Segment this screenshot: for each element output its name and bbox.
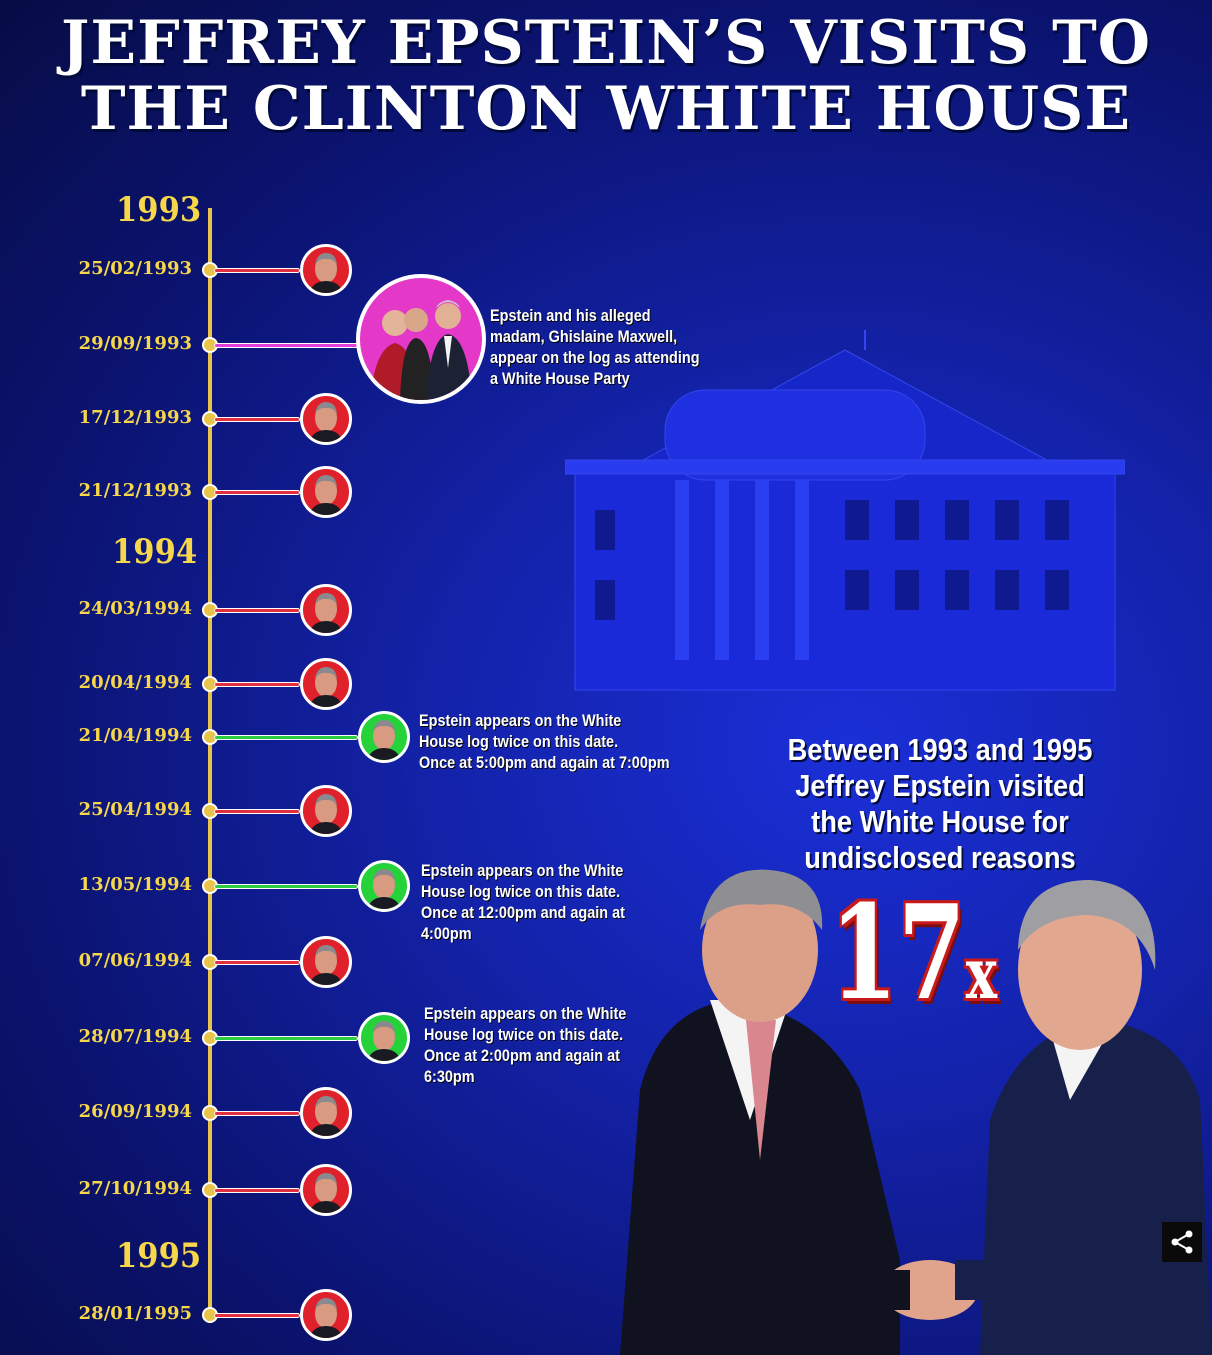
note-line: House log twice on this date. — [421, 882, 621, 901]
party-note: Epstein and his alleged madam, Ghislaine… — [490, 305, 700, 389]
visit-date: 28/07/1994 — [78, 1026, 192, 1047]
timeline-connector — [214, 1111, 300, 1116]
timeline-connector — [214, 682, 300, 687]
visit-date: 13/05/1994 — [78, 874, 192, 895]
summary-line: Between 1993 and 1995 — [787, 732, 1093, 767]
note-line: House log twice on this date. — [424, 1025, 624, 1044]
timeline-connector — [214, 1188, 300, 1193]
note-line: Epstein appears on the White — [424, 1004, 627, 1023]
visit-twice-icon — [358, 711, 410, 763]
visit-date: 21/04/1994 — [78, 725, 192, 746]
visit-date: 24/03/1994 — [78, 598, 192, 619]
timeline-connector — [214, 735, 358, 740]
visit-date: 26/09/1994 — [78, 1101, 192, 1122]
visit-count-number: 17 — [830, 876, 966, 1029]
visit-date: 28/01/1995 — [78, 1303, 192, 1324]
timeline-connector — [214, 417, 300, 422]
party-note-line: a White House Party — [490, 369, 630, 388]
note-line: 4:00pm — [421, 924, 472, 943]
timeline-connector — [214, 268, 300, 273]
timeline-connector — [214, 490, 300, 495]
share-icon[interactable] — [1162, 1222, 1202, 1262]
visit-icon — [300, 785, 352, 837]
twice-note-jul28: Epstein appears on the White House log t… — [424, 1003, 626, 1087]
year-label-1994: 1994 — [112, 532, 198, 572]
summary-line: Jeffrey Epstein visited — [795, 768, 1085, 803]
visit-date: 21/12/1993 — [78, 480, 192, 501]
visit-date: 17/12/1993 — [78, 407, 192, 428]
visit-date: 29/09/1993 — [78, 333, 192, 354]
white-house-illustration — [565, 330, 1125, 691]
visit-icon — [300, 936, 352, 988]
year-label-1993: 1993 — [116, 190, 202, 230]
title-line-1: JEFFREY EPSTEIN’S VISITS TO — [60, 8, 1151, 78]
party-photo-image — [370, 300, 472, 400]
note-line: Once at 12:00pm and again at — [421, 903, 625, 922]
visit-date: 25/04/1994 — [78, 799, 192, 820]
visit-date: 27/10/1994 — [78, 1178, 192, 1199]
party-note-line: appear on the log as attending — [490, 348, 700, 367]
visit-icon — [300, 244, 352, 296]
timeline-axis — [208, 208, 212, 1323]
visit-icon — [300, 393, 352, 445]
visit-twice-icon — [358, 860, 410, 912]
share-icon-glyph — [1171, 1230, 1193, 1254]
visit-date: 25/02/1993 — [78, 258, 192, 279]
twice-note-apr21: Epstein appears on the White House log t… — [419, 710, 670, 773]
year-label-1995: 1995 — [116, 1236, 202, 1276]
note-line: House log twice on this date. — [419, 732, 619, 751]
timeline-connector — [214, 1313, 300, 1318]
title-line-2: THE CLINTON WHITE HOUSE — [80, 74, 1132, 144]
timeline-connector — [214, 884, 358, 889]
summary-line: the White House for — [811, 804, 1069, 839]
page-title: JEFFREY EPSTEIN’S VISITS TO THE CLINTON … — [0, 10, 1212, 142]
visit-icon — [300, 584, 352, 636]
party-note-line: madam, Ghislaine Maxwell, — [490, 327, 678, 346]
visit-icon — [300, 658, 352, 710]
handshake-photo — [620, 869, 1212, 1355]
summary-line: undisclosed reasons — [804, 840, 1076, 875]
visit-count: 17x — [830, 888, 997, 1039]
visit-date: 07/06/1994 — [78, 950, 192, 971]
visit-twice-icon — [358, 1012, 410, 1064]
note-line: 6:30pm — [424, 1067, 475, 1086]
visit-icon — [300, 1087, 352, 1139]
party-photo — [356, 274, 486, 404]
visit-icon — [300, 1289, 352, 1341]
summary-text: Between 1993 and 1995 Jeffrey Epstein vi… — [782, 732, 1099, 876]
timeline-connector — [214, 809, 300, 814]
visit-count-suffix: x — [965, 932, 997, 1015]
timeline-connector — [214, 1036, 358, 1041]
visit-date: 20/04/1994 — [78, 672, 192, 693]
twice-note-may13: Epstein appears on the White House log t… — [421, 860, 625, 944]
timeline-connector — [214, 343, 360, 348]
visit-icon — [300, 466, 352, 518]
visit-icon — [300, 1164, 352, 1216]
note-line: Epstein appears on the White — [421, 861, 624, 880]
timeline-connector — [214, 960, 300, 965]
note-line: Epstein appears on the White — [419, 711, 622, 730]
party-note-line: Epstein and his alleged — [490, 306, 651, 325]
note-line: Once at 2:00pm and again at — [424, 1046, 620, 1065]
note-line: Once at 5:00pm and again at 7:00pm — [419, 753, 670, 772]
timeline-connector — [214, 608, 300, 613]
